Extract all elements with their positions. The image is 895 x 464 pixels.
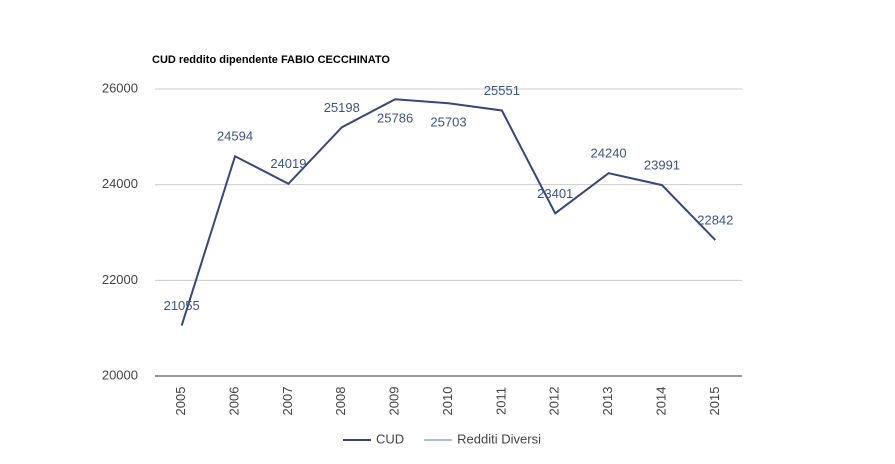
x-tick-label: 2012 (547, 387, 562, 416)
x-tick-label: 2014 (653, 387, 668, 416)
data-label: 23401 (537, 186, 573, 201)
data-label: 22842 (697, 212, 733, 227)
x-tick-label: 2009 (387, 387, 402, 416)
y-tick-label: 24000 (102, 176, 138, 191)
data-label: 24240 (591, 146, 627, 161)
x-tick-label: 2006 (226, 387, 241, 416)
y-tick-label: 20000 (102, 367, 138, 382)
series-line (180, 98, 717, 326)
x-tick-label: 2007 (280, 387, 295, 416)
data-label: 24019 (270, 156, 306, 171)
data-label: 23991 (644, 158, 680, 173)
legend-label: Redditi Diversi (457, 431, 541, 446)
y-tick-label: 22000 (102, 272, 138, 287)
x-tick-label: 2005 (173, 387, 188, 416)
data-label: 21055 (164, 298, 200, 313)
data-label: 25703 (430, 115, 466, 130)
data-label: 25551 (484, 83, 520, 98)
legend-label: CUD (376, 431, 404, 446)
x-tick-label: 2008 (333, 387, 348, 416)
data-label: 25786 (377, 111, 413, 126)
x-tick-label: 2013 (600, 387, 615, 416)
x-tick-label: 2010 (440, 387, 455, 416)
chart-title: CUD reddito dipendente FABIO CECCHINATO (152, 54, 390, 66)
x-tick-label: 2015 (707, 387, 722, 416)
data-label: 24594 (217, 129, 253, 144)
y-tick-label: 26000 (102, 80, 138, 95)
x-tick-label: 2011 (493, 387, 508, 415)
data-label: 25198 (324, 100, 360, 115)
